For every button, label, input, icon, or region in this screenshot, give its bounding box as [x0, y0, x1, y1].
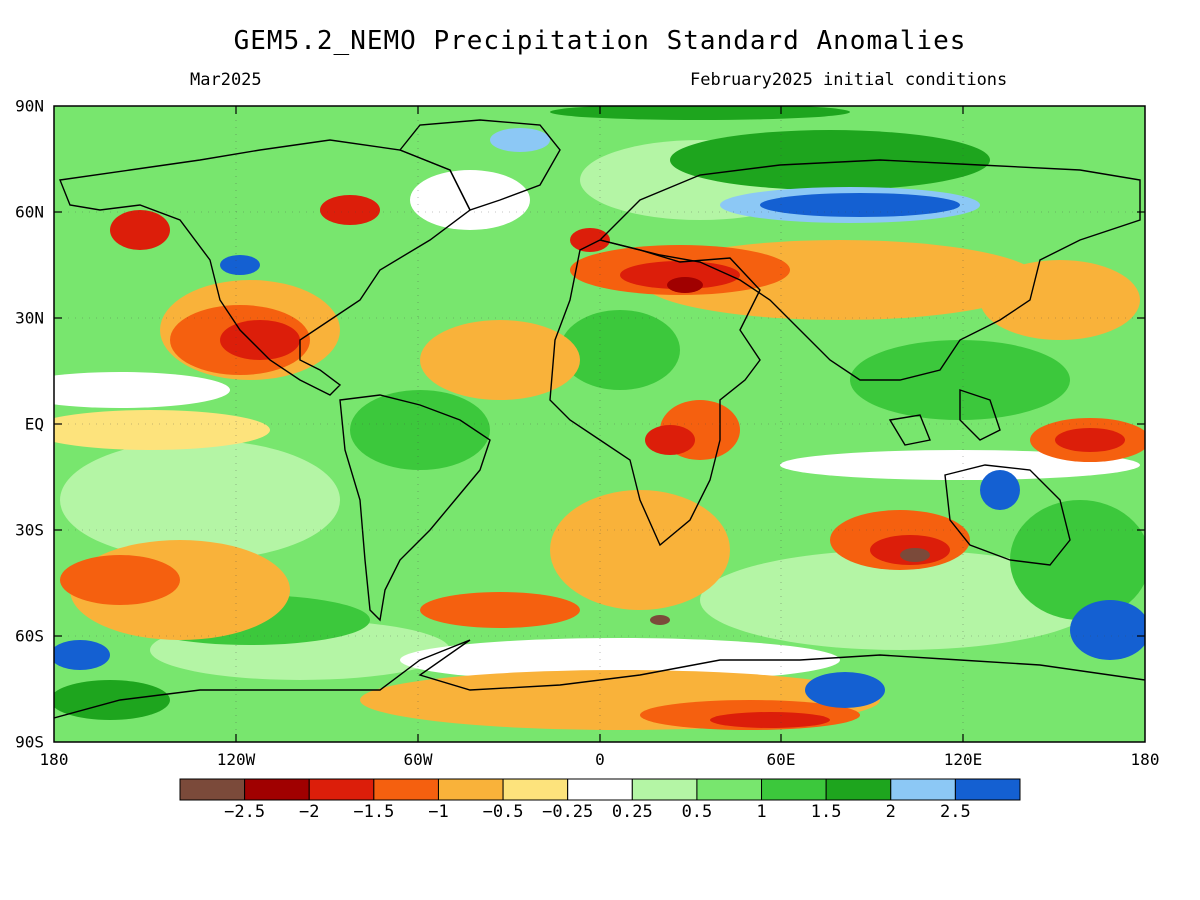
lat-label-90s: 90S	[15, 732, 44, 752]
lon-label-120e: 120E	[943, 750, 983, 769]
colorbar-label: −1.5	[353, 802, 395, 822]
lat-label-30n: 30N	[15, 308, 44, 328]
colorbar-label: 0.5	[681, 802, 713, 822]
lon-label-120w: 120W	[216, 750, 256, 769]
lon-label-180w: 180	[39, 750, 69, 769]
forecast-month: Mar2025	[190, 70, 262, 90]
lat-label-90n: 90N	[15, 96, 44, 116]
lon-label-180e: 180	[1130, 750, 1160, 769]
lon-label-60e: 60E	[766, 750, 796, 769]
colorbar-swatch	[502, 778, 569, 801]
colorbar-swatch	[567, 778, 633, 801]
lat-label-60n: 60N	[15, 202, 44, 222]
colorbar-label: −2	[298, 802, 320, 822]
colorbar-label: 2.5	[940, 802, 971, 822]
colorbar-swatch	[954, 778, 1021, 801]
colorbar-label: −1	[428, 802, 449, 822]
lon-label-0: 0	[595, 750, 605, 769]
colorbar-swatch	[244, 778, 310, 801]
colorbar-label: 2	[885, 802, 896, 822]
colorbar-swatch	[761, 778, 827, 801]
colorbar-swatch	[631, 778, 698, 801]
colorbar-label: −2.5	[224, 802, 266, 822]
chart-title: GEM5.2_NEMO Precipitation Standard Anoma…	[233, 26, 967, 56]
colorbar-swatch	[308, 778, 375, 801]
colorbar-swatch	[179, 778, 246, 801]
colorbar-swatch	[825, 778, 892, 801]
graticule	[54, 106, 1145, 742]
lat-label-eq: EQ	[24, 414, 44, 434]
colorbar-label: −0.25	[542, 802, 594, 822]
colorbar-swatch	[890, 778, 956, 801]
axis-ticks	[54, 106, 1145, 742]
colorbar	[179, 778, 1021, 801]
initial-conditions: February2025 initial conditions	[690, 70, 1008, 90]
colorbar-swatch	[437, 778, 504, 801]
colorbar-label: −0.5	[482, 802, 524, 822]
colorbar-swatch	[696, 778, 763, 801]
colorbar-label: 0.25	[611, 802, 653, 822]
colorbar-swatch	[373, 778, 439, 801]
colorbar-label: 1.5	[810, 802, 842, 822]
lat-label-30s: 30S	[15, 520, 44, 540]
lat-label-60s: 60S	[15, 626, 44, 646]
lon-label-60w: 60W	[403, 750, 433, 769]
colorbar-label: 1	[756, 802, 767, 822]
